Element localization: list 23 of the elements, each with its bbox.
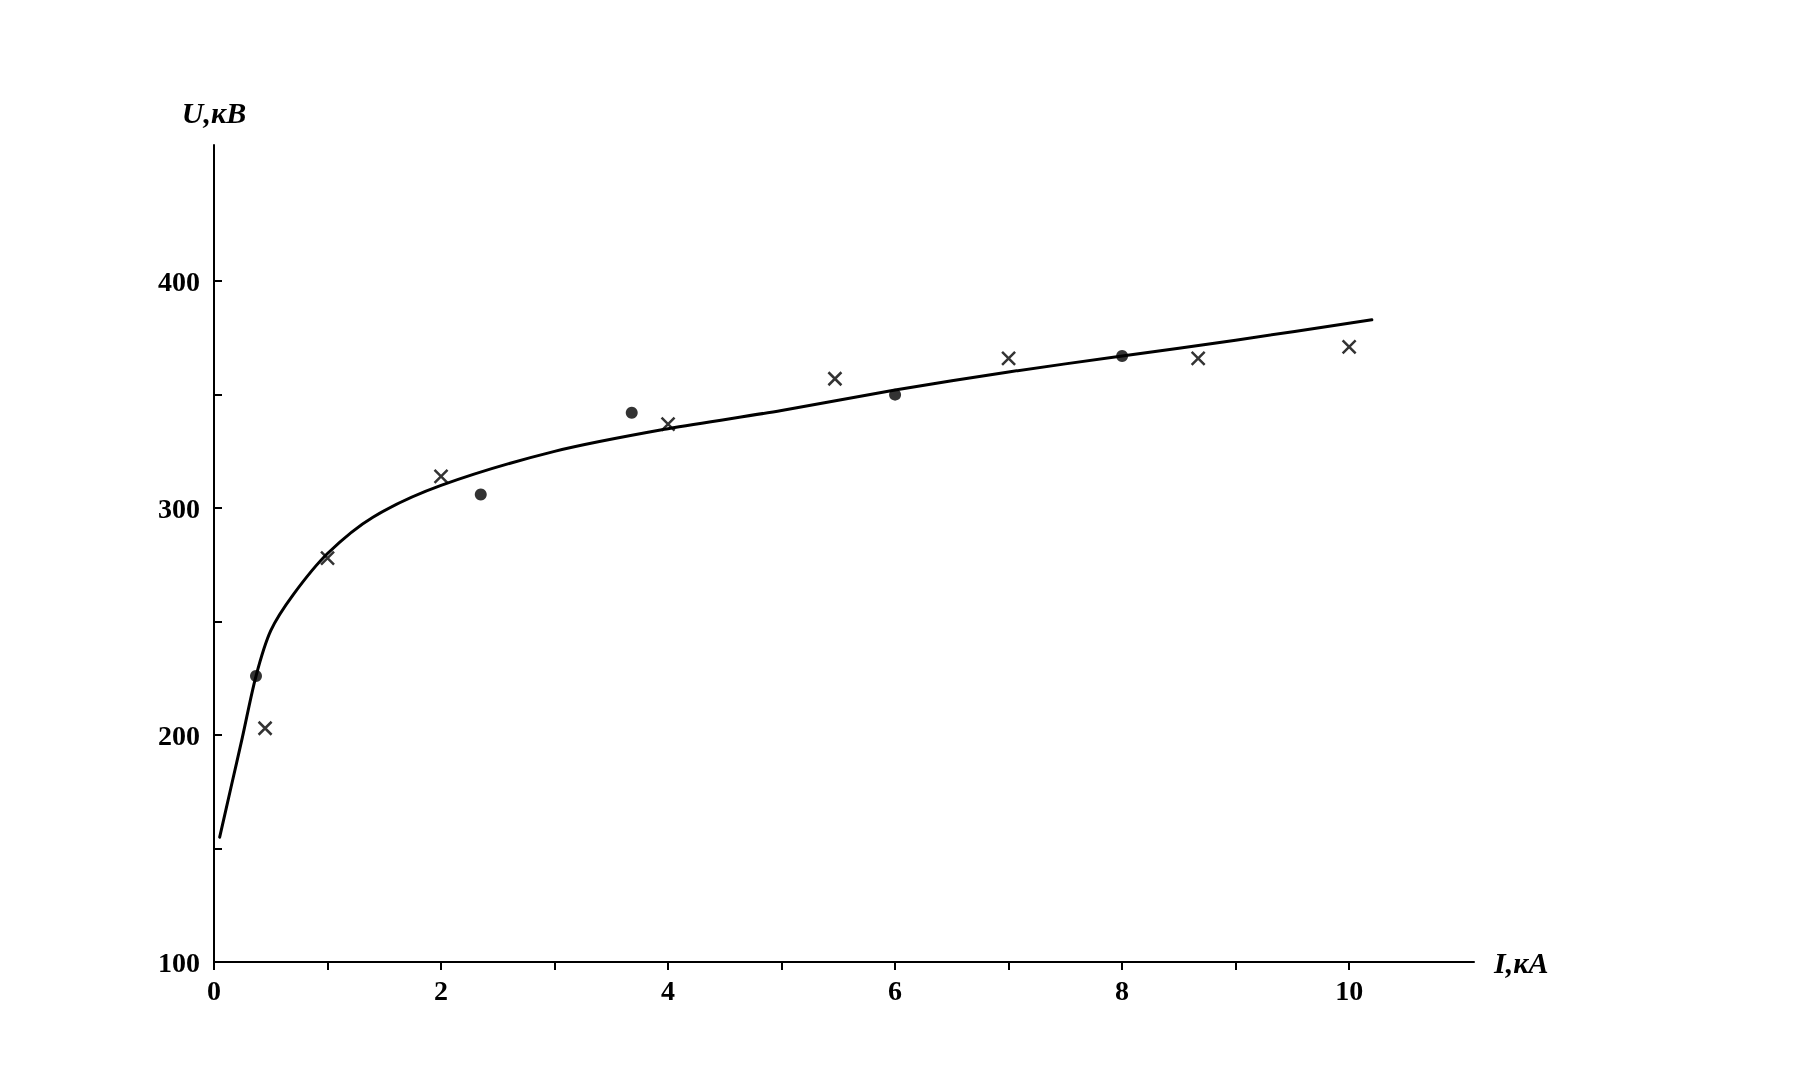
x-axis-title: I,кА: [1493, 945, 1549, 979]
point: [474, 488, 487, 501]
point: [625, 406, 638, 419]
point: [433, 468, 449, 485]
y-axis-title: U,кВ: [181, 95, 247, 129]
point: [660, 416, 676, 432]
point: [827, 371, 843, 387]
y-tick-label: 100: [158, 946, 200, 978]
y-tick-label: 200: [158, 719, 200, 751]
x-tick-label: 8: [1115, 974, 1130, 1006]
x-tick-label: 2: [434, 974, 449, 1006]
point: [319, 550, 336, 566]
point: [257, 720, 273, 736]
x-tick-label: 4: [661, 974, 676, 1006]
point: [1341, 339, 1357, 355]
point: [1190, 350, 1206, 367]
y-tick-label: 400: [158, 265, 200, 297]
x-tick-label: 10: [1335, 974, 1364, 1006]
line-series: [218, 318, 1374, 839]
point: [1000, 350, 1017, 367]
x-tick-label: 6: [888, 974, 903, 1006]
x-tick-label: 0: [207, 974, 221, 1006]
y-tick-label: 300: [158, 492, 200, 524]
